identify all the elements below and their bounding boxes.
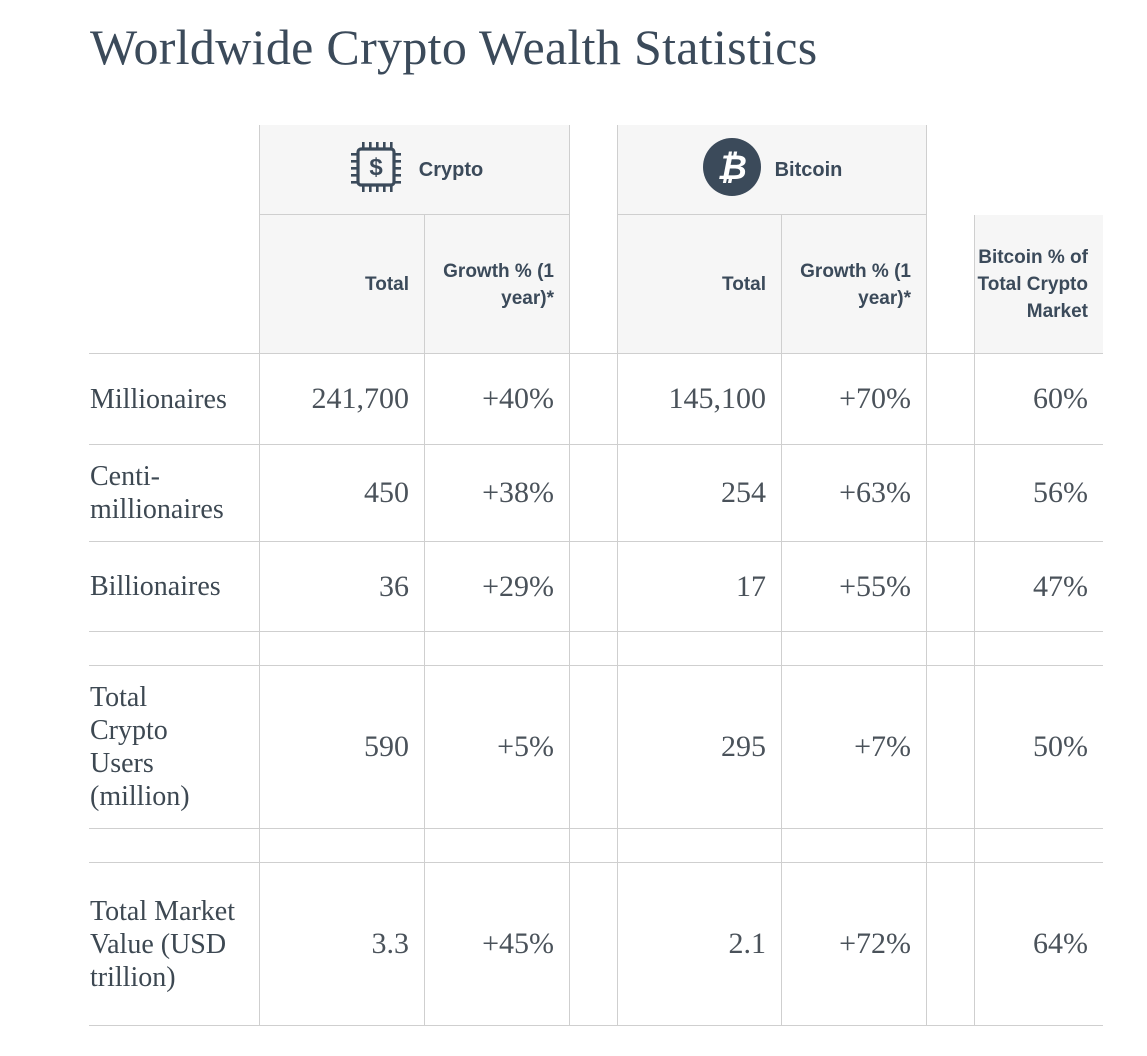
table-cell: +38% [482,476,554,509]
grid-line [89,631,1103,632]
grid-line [89,1025,1103,1026]
bitcoin-share-header: Bitcoin % of Total Crypto Market [977,247,1088,322]
table-cell: +45% [482,927,554,960]
grid-line [259,125,260,1025]
grid-line [617,125,618,1025]
grid-line [926,125,927,1025]
table-cell: 2.1 [728,927,767,960]
chip-dollar-icon: $ [345,136,407,204]
crypto-total-header: Total [365,274,409,295]
table-cell: +55% [839,569,911,603]
table-cell: 590 [364,730,409,763]
table-cell: 145,100 [668,382,767,415]
bitcoin-header-bg [617,125,926,354]
table-cell: +7% [854,730,911,763]
table-cell: +72% [839,927,911,960]
grid-line [569,125,570,1025]
page-title: Worldwide Crypto Wealth Statistics [90,19,818,75]
bitcoin-growth-header: Growth % (1 year)* [800,260,911,309]
bitcoin-group-header: ₿ Bitcoin [617,125,926,215]
grid-line [89,828,1103,829]
table-cell: 295 [721,730,766,763]
share-header-bg [974,215,1103,354]
table-cell: +70% [839,382,911,415]
table-cell: 64% [1033,927,1088,960]
table-cell: 3.3 [371,927,410,960]
grid-line [89,862,1103,863]
crypto-growth-header: Growth % (1 year)* [443,260,554,309]
grid-line [617,214,926,215]
table-cell: 50% [1033,730,1088,763]
table-cell: +29% [482,569,554,603]
table-cell: +5% [497,730,554,763]
row-label-total-crypto-users: Total Crypto Users (million) [90,682,190,812]
bitcoin-group-label: Bitcoin [774,158,843,181]
grid-line [89,353,1103,354]
grid-line [89,665,1103,666]
svg-text:₿: ₿ [717,148,747,188]
table-cell: 17 [736,569,766,603]
table-cell: 60% [1033,382,1088,415]
row-label-total-market-value: Total Market Value (USD trillion) [90,895,235,993]
crypto-group-label: Crypto [418,158,484,181]
table-cell: 241,700 [311,382,410,415]
grid-line [424,215,425,1025]
row-label-billionaires: Billionaires [90,571,221,602]
table-cell: +40% [482,382,554,415]
row-label-millionaires: Millionaires [90,383,227,415]
grid-line [781,215,782,1025]
bitcoin-total-header: Total [722,274,766,295]
table-cell: 56% [1033,476,1088,509]
table-cell: 254 [721,476,766,509]
grid-line [89,541,1103,542]
row-label-centi-millionaires: Centi-millionaires [90,461,224,525]
table-cell: 36 [379,569,409,603]
grid-line [89,444,1103,445]
crypto-group-header: $ Crypto [259,125,569,215]
grid-line [974,215,975,1025]
grid-line [259,214,569,215]
crypto-header-bg [259,125,569,354]
table-cell: 47% [1033,569,1088,603]
svg-text:$: $ [369,154,383,181]
bitcoin-icon: ₿ [701,136,763,204]
table-cell: +63% [839,476,911,509]
table-cell: 450 [364,476,409,509]
